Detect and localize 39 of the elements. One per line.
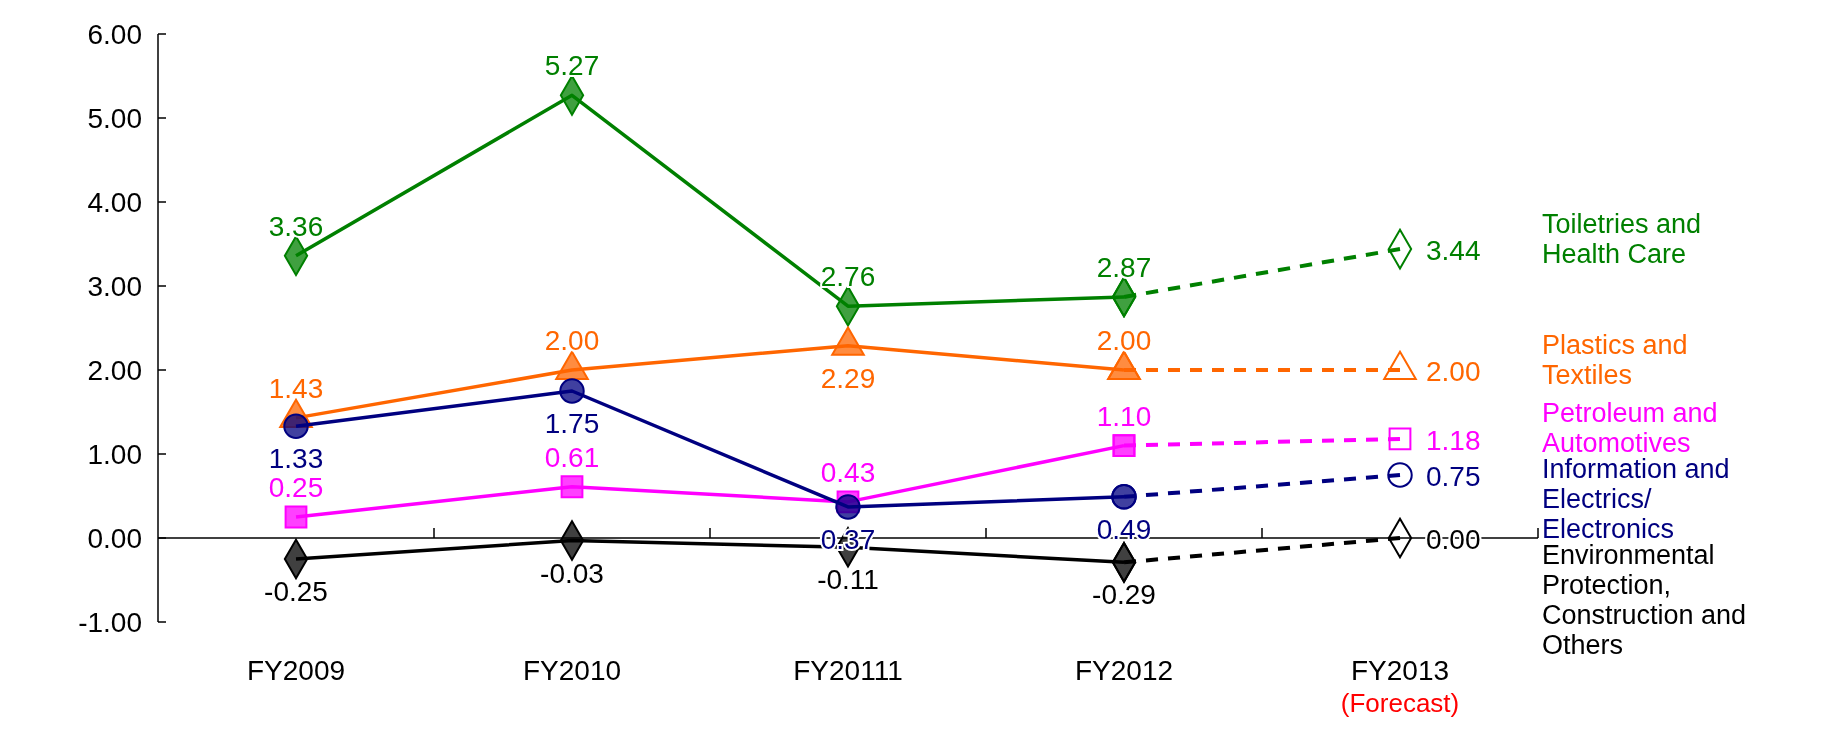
data-label: -0.29: [1092, 579, 1156, 611]
data-label: 1.43: [268, 372, 324, 404]
y-tick-label: 0.00: [87, 522, 142, 554]
data-label: 0.61: [544, 441, 600, 473]
data-label: 0.49: [1096, 513, 1152, 545]
data-label: 1.75: [544, 408, 600, 439]
data-label: 1.33: [268, 443, 324, 475]
y-tick-label: 5.00: [87, 102, 142, 134]
data-label: -0.03: [540, 557, 604, 589]
data-label: 2.00: [1096, 325, 1152, 356]
data-label: 3.44: [1426, 235, 1481, 267]
text: (Forecast): [1340, 688, 1460, 718]
y-tick-label: 2.00: [87, 354, 142, 386]
data-label: 2.87: [1096, 251, 1152, 283]
data-label: 2.76: [820, 261, 876, 293]
y-tick-label: 4.00: [87, 186, 142, 218]
data-label: 0.25: [268, 472, 324, 503]
x-tick-label: FY2013: [1350, 655, 1450, 686]
data-label: -0.25: [264, 576, 328, 607]
x-tick-label: FY2010: [522, 655, 622, 686]
data-label: 2.29: [820, 362, 876, 394]
data-label: 2.00: [544, 325, 600, 356]
y-tick-label: 6.00: [87, 18, 142, 50]
x-tick-label: FY20111: [793, 655, 903, 686]
text: Plastics and Textiles: [1542, 329, 1688, 390]
data-label: 3.36: [268, 210, 324, 242]
data-label: 1.10: [1096, 400, 1152, 432]
data-label: -0.11: [817, 564, 879, 596]
data-label: 2.00: [1426, 356, 1481, 387]
data-label: 0.75: [1426, 461, 1481, 492]
y-tick-label: -1.00: [78, 606, 142, 638]
text: Toiletries and Health Care: [1542, 208, 1702, 269]
x-tick-label: FY2009: [246, 655, 346, 686]
data-label: 5.27: [544, 50, 600, 82]
y-tick-label: 3.00: [87, 270, 142, 302]
data-label: 0.43: [820, 456, 876, 488]
x-tick-label: FY2012: [1074, 655, 1174, 686]
y-tick-label: 1.00: [87, 438, 142, 470]
data-label: 1.18: [1426, 424, 1481, 456]
